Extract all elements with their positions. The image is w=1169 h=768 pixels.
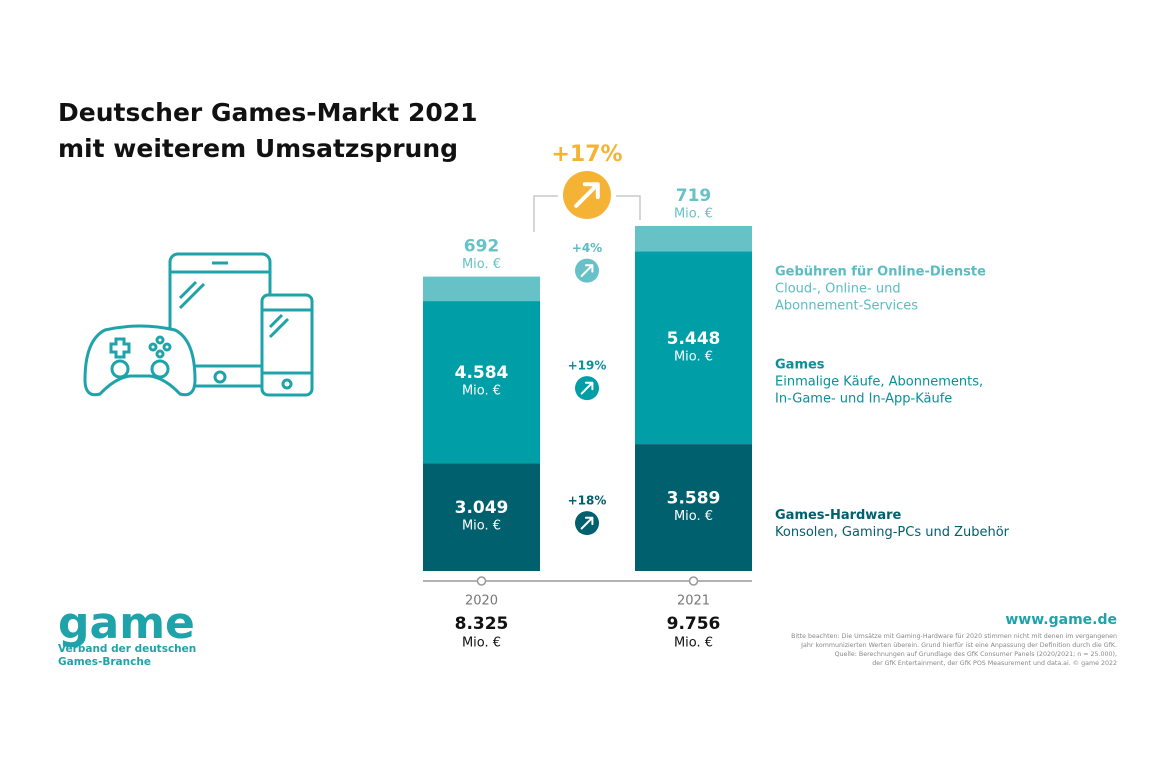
bar-segment [635,251,752,445]
legend-description: Einmalige Käufe, Abonnements, [775,375,983,390]
x-tick-label: 2021 [677,594,710,609]
value-label: 5.448 [667,329,721,349]
logo-text: Games-Branche [58,656,151,668]
bar-segment [423,301,540,464]
x-tick-label: 2020 [465,594,498,609]
axis-dot [476,576,487,586]
unit-label: Mio. € [674,636,713,651]
unit-label: Mio. € [462,636,501,651]
legend-title: Games [775,358,825,373]
legend-title: Gebühren für Online-Dienste [775,264,986,279]
growth-label: +18% [568,494,607,508]
value-label: 3.049 [455,498,509,518]
unit-label: Mio. € [674,349,713,364]
unit-label: Mio. € [462,257,501,272]
footnote: Bitte beachten: Die Umsätze mit Gaming-H… [791,633,1117,640]
growth-label: +4% [572,241,602,255]
footnote: der GfK Entertainment, der GfK POS Measu… [872,659,1117,667]
unit-label: Mio. € [674,207,713,222]
arrow-icon [580,381,594,395]
bracket [533,195,641,232]
value-label: 719 [676,186,712,206]
axis-dot [688,576,699,586]
unit-label: Mio. € [674,509,713,524]
legend-title: Games-Hardware [775,508,902,523]
title: Deutscher Games-Markt 2021 [58,98,478,127]
arrow-icon [574,182,600,208]
devices-icon [83,252,314,397]
bar-segment [423,276,540,302]
value-label: 692 [464,237,500,257]
legend-description: In-Game- und In-App-Käufe [775,392,952,407]
logo: game [58,598,195,649]
footnote: Jahr kommunizierten Werten überein. Grun… [800,642,1117,649]
total-growth-label: +17% [551,142,622,167]
legend-description: Abonnement-Services [775,298,918,313]
logo-text: Verband der deutschen [58,643,196,655]
bar-segment [635,444,752,571]
total-label: 9.756 [667,614,721,634]
unit-label: Mio. € [462,519,501,534]
value-label: 4.584 [455,363,509,383]
website: www.game.de [1005,612,1117,628]
arrow-icon [580,264,594,278]
bar-segment [423,463,540,571]
total-label: 8.325 [455,614,509,634]
growth-label: +19% [568,359,607,373]
unit-label: Mio. € [462,384,501,399]
arrow-icon [580,516,594,530]
bar-segment [635,226,752,252]
footnote: Quelle: Berechnungen auf Grundlage des G… [835,651,1117,658]
value-label: 3.589 [667,489,721,509]
legend-description: Konsolen, Gaming-PCs und Zubehör [775,525,1010,540]
legend-description: Cloud-, Online- und [775,281,901,296]
title: mit weiterem Umsatzsprung [58,134,458,163]
